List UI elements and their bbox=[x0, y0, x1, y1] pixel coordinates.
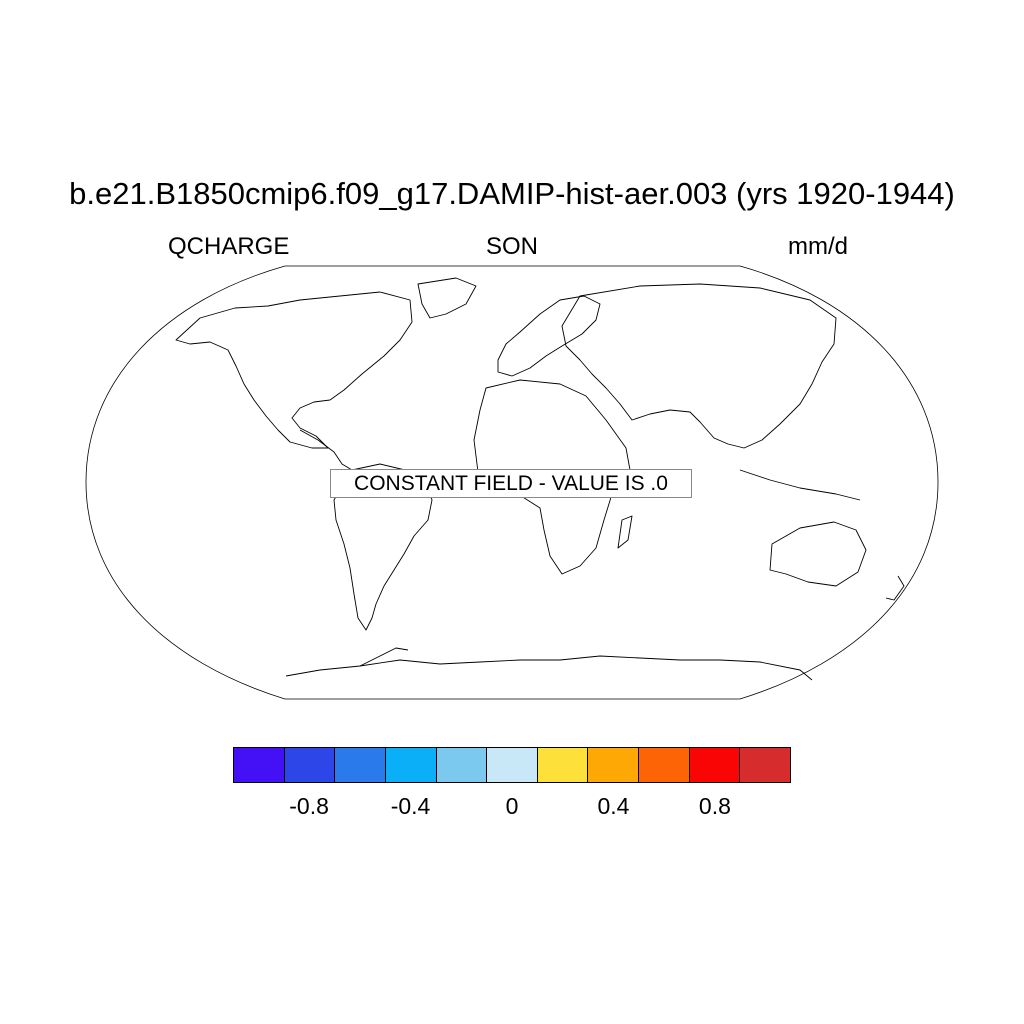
colorbar-swatch bbox=[385, 748, 437, 782]
central-america-coastline bbox=[299, 429, 353, 471]
colorbar-swatch bbox=[588, 748, 640, 782]
colorbar-tick-label: 0.8 bbox=[698, 793, 731, 819]
north-america-coastline bbox=[175, 291, 413, 449]
asia-coastline bbox=[561, 283, 837, 449]
colorbar-tick-label: 0 bbox=[505, 793, 519, 819]
greenland-coastline bbox=[417, 277, 477, 319]
colorbar-tick-label: -0.4 bbox=[390, 793, 431, 819]
colorbar-tick-label: -0.8 bbox=[289, 793, 329, 819]
colorbar-swatch bbox=[537, 748, 589, 782]
colorbar-swatch bbox=[284, 748, 336, 782]
colorbar-swatch bbox=[487, 748, 538, 782]
colorbar-swatch bbox=[689, 748, 741, 782]
colorbar-tick-label: 0.4 bbox=[597, 793, 630, 819]
antarctic-peninsula-coastline bbox=[359, 647, 409, 667]
plot-title: b.e21.B1850cmip6.f09_g17.DAMIP-hist-aer.… bbox=[69, 176, 955, 211]
colorbar-swatch bbox=[436, 748, 488, 782]
europe-coastline bbox=[497, 295, 601, 377]
colorbar-swatch bbox=[234, 748, 285, 782]
season-label: SON bbox=[485, 233, 538, 260]
madagascar-coastline bbox=[617, 515, 633, 549]
colorbar-swatch bbox=[740, 748, 791, 782]
australia-coastline bbox=[769, 521, 867, 587]
colorbar-swatch bbox=[335, 748, 386, 782]
units-label: mm/d bbox=[788, 233, 848, 260]
variable-label: QCHARGE bbox=[168, 233, 290, 260]
antarctica-coastline bbox=[285, 655, 813, 681]
colorbar-swatch bbox=[639, 748, 690, 782]
indonesia-coastline bbox=[739, 469, 861, 501]
new-zealand-coastline bbox=[885, 575, 905, 601]
constant-field-notice: CONSTANT FIELD - VALUE IS .0 bbox=[330, 469, 692, 498]
colorbar bbox=[233, 747, 791, 783]
